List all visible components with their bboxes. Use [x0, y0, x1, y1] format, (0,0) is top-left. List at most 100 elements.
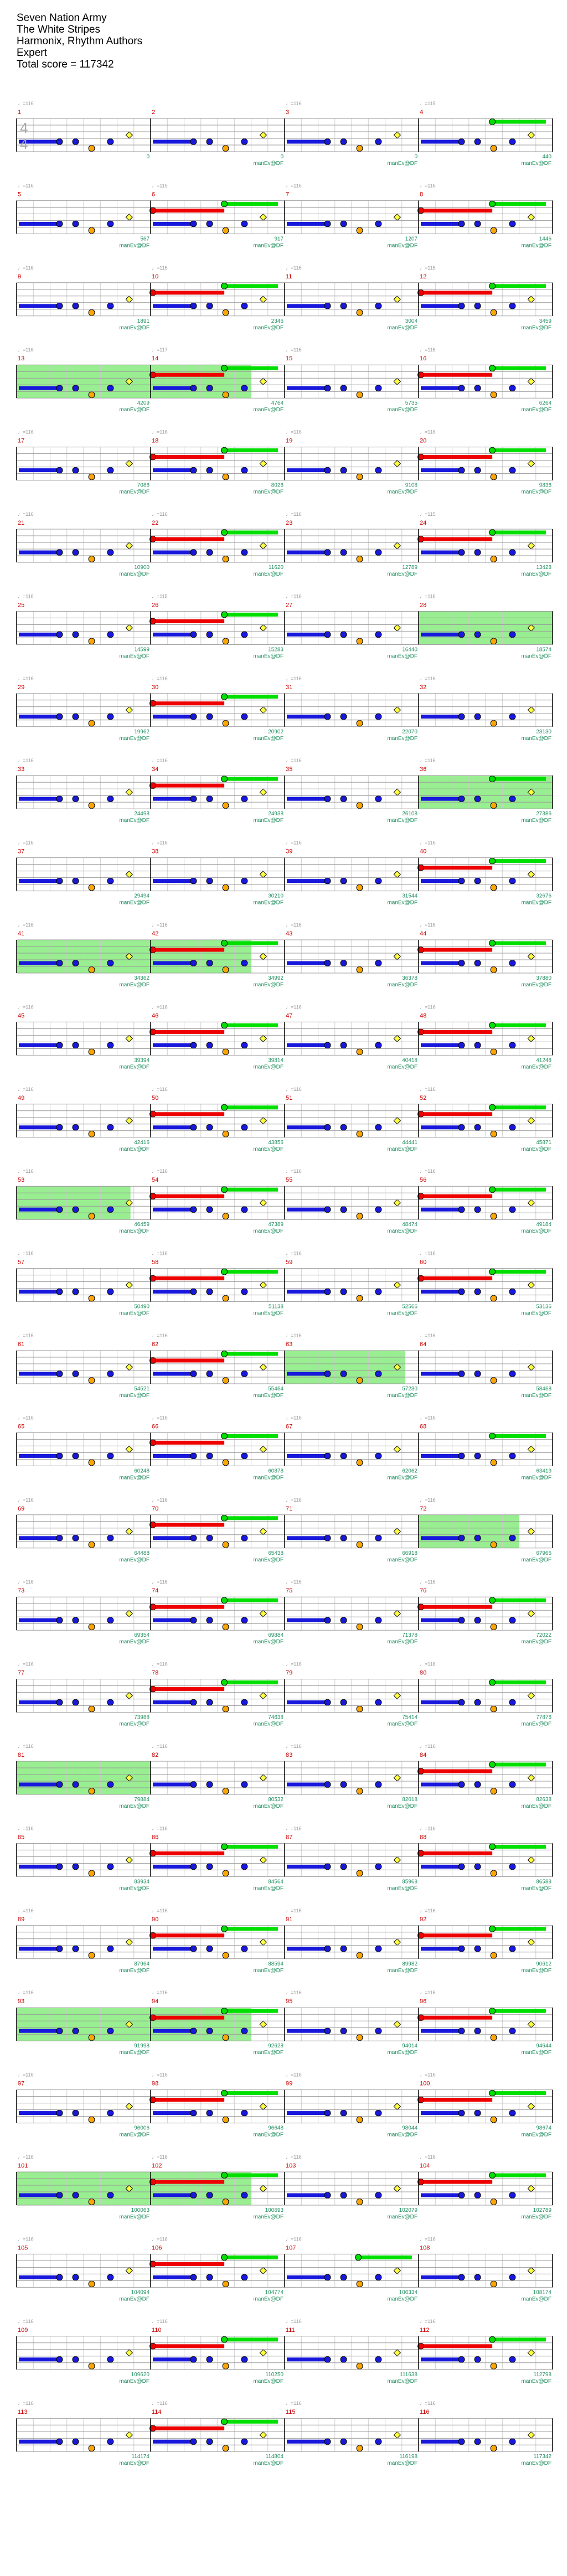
- blue-sustain: [421, 386, 462, 390]
- blue-gem: [72, 795, 79, 803]
- green-gem: [221, 1514, 228, 1522]
- blue-gem: [56, 1781, 63, 1788]
- green-gem: [221, 1679, 228, 1686]
- measure-event-label: manEv@DF: [253, 1393, 284, 1399]
- tempo-marker: ♩=116: [420, 2072, 436, 2078]
- measure-score: 16440: [402, 646, 417, 653]
- blue-gem: [458, 1042, 465, 1049]
- measure-event-label: manEv@DF: [387, 1064, 417, 1070]
- blue-gem: [107, 1124, 114, 1131]
- orange-gem: [356, 638, 363, 645]
- blue-gem: [375, 1370, 382, 1377]
- measure-score: 48474: [402, 1222, 417, 1228]
- blue-gem: [72, 1945, 79, 1952]
- measure-score: 0: [146, 154, 150, 160]
- measure-number: 20: [420, 438, 426, 444]
- measure-event-label: manEv@DF: [119, 1393, 150, 1399]
- tempo-marker: ♩=116: [18, 1497, 34, 1503]
- measure-event-label: manEv@DF: [119, 1639, 150, 1645]
- measure-number: 47: [286, 1012, 292, 1019]
- blue-gem: [324, 631, 331, 638]
- yellow-hopo: [527, 2431, 535, 2439]
- measure-event-label: manEv@DF: [253, 1557, 284, 1563]
- blue-sustain: [19, 2439, 60, 2444]
- blue-gem: [324, 1534, 331, 1542]
- blue-sustain: [153, 2029, 194, 2033]
- blue-gem: [56, 1945, 63, 1952]
- yellow-hopo: [393, 1281, 401, 1289]
- measure-score: 4764: [271, 400, 284, 406]
- yellow-hopo: [393, 2185, 401, 2192]
- measure-number: 2: [152, 109, 155, 116]
- blue-gem: [340, 1617, 347, 1624]
- green-sustain: [224, 1680, 278, 1685]
- blue-gem: [206, 2192, 213, 2199]
- measure-score: 89982: [402, 1961, 417, 1967]
- green-sustain: [224, 1352, 278, 1356]
- blue-sustain: [287, 2193, 328, 2197]
- measure-number: 86: [152, 1834, 158, 1840]
- green-sustain: [492, 1680, 546, 1685]
- blue-gem: [72, 302, 79, 309]
- measure-number: 38: [152, 849, 158, 855]
- blue-gem: [509, 2438, 516, 2445]
- yellow-hopo: [259, 1445, 267, 1453]
- blue-gem: [375, 2274, 382, 2281]
- green-sustain: [492, 1927, 546, 1931]
- blue-sustain: [421, 468, 462, 473]
- blue-gem: [375, 467, 382, 474]
- measure-number: 78: [152, 1670, 158, 1677]
- measure-score: 74638: [268, 1715, 284, 1721]
- blue-gem: [190, 385, 197, 392]
- blue-gem: [241, 549, 248, 556]
- measure-number: 98: [152, 2081, 158, 2087]
- measure-number: 103: [286, 2163, 296, 2169]
- red-sustain: [153, 948, 225, 952]
- measure-event-label: manEv@DF: [521, 2050, 551, 2056]
- blue-sustain: [153, 1947, 194, 1951]
- tempo-marker: ♩=116: [420, 840, 436, 846]
- orange-gem: [356, 884, 363, 891]
- measure-score: 114174: [131, 2454, 150, 2460]
- blue-gem: [56, 1534, 63, 1542]
- blue-sustain: [19, 796, 60, 801]
- blue-gem: [56, 1206, 63, 1213]
- blue-gem: [509, 1370, 516, 1377]
- yellow-hopo: [393, 377, 401, 385]
- blue-gem: [474, 631, 481, 638]
- measure-score: 51138: [269, 1304, 284, 1310]
- measure-score: 2346: [271, 318, 284, 324]
- blue-gem: [107, 1699, 114, 1706]
- blue-gem: [509, 2027, 516, 2035]
- measure-number: 17: [18, 438, 24, 444]
- measure-event-label: manEv@DF: [253, 1968, 284, 1974]
- orange-gem: [222, 2116, 229, 2123]
- measure-score: 110250: [265, 2372, 284, 2378]
- blue-gem: [107, 467, 114, 474]
- green-gem: [221, 1925, 228, 1932]
- measure-number: 115: [286, 2409, 296, 2415]
- green-sustain: [492, 1023, 546, 1027]
- yellow-hopo: [393, 1774, 401, 1782]
- measure-event-label: manEv@DF: [253, 1228, 284, 1234]
- tempo-marker: ♩=116: [286, 1497, 302, 1503]
- measure-score: 3004: [405, 318, 418, 324]
- blue-gem: [340, 1945, 347, 1952]
- yellow-hopo: [527, 213, 535, 221]
- blue-gem: [509, 1781, 516, 1788]
- blue-gem: [190, 2438, 197, 2445]
- measure-event-label: manEv@DF: [119, 2132, 150, 2138]
- yellow-hopo: [125, 2267, 133, 2275]
- orange-gem: [490, 227, 497, 234]
- blue-gem: [509, 960, 516, 966]
- blue-gem: [375, 877, 382, 884]
- green-gem: [221, 1268, 228, 1275]
- tempo-marker: ♩=116: [18, 1168, 34, 1174]
- measure-score: 29494: [134, 893, 150, 899]
- yellow-hopo: [393, 296, 401, 303]
- red-sustain: [153, 2344, 225, 2349]
- measure-number: 48: [420, 1012, 426, 1019]
- blue-gem: [72, 2274, 79, 2281]
- blue-sustain: [421, 1618, 462, 1622]
- measure-event-label: manEv@DF: [521, 1968, 551, 1974]
